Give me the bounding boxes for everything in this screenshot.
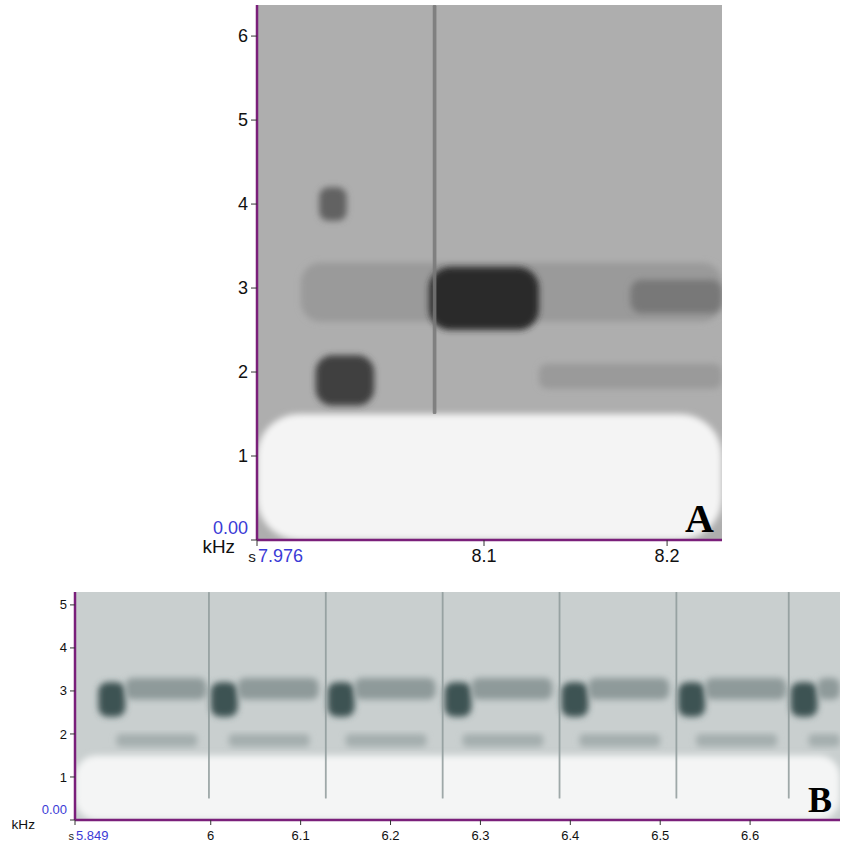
y-tick-label: 2 bbox=[238, 362, 248, 382]
energy-blob bbox=[319, 187, 346, 221]
energy-blob bbox=[316, 355, 375, 405]
y-tick-label: 5 bbox=[60, 597, 67, 612]
energy-blob bbox=[588, 678, 669, 700]
y-axis-label: kHz bbox=[202, 536, 235, 557]
y-tick-label: 4 bbox=[238, 194, 248, 214]
y-tick bbox=[251, 204, 257, 205]
spectrogram-marks bbox=[75, 592, 840, 820]
energy-blob bbox=[125, 678, 206, 700]
panel: 0.001234567.9768.18.2skHzA bbox=[202, 5, 722, 566]
panel-letter: A bbox=[685, 496, 714, 541]
plot-background bbox=[75, 592, 840, 820]
x-tick-label: 6.6 bbox=[741, 828, 759, 843]
panel: 0.00 1 2 3 4 5 5.849 6 6.1 6.2 6.3 6.4 6.5 6.6 s kHz B bbox=[12, 592, 841, 843]
y-tick-label: 4 bbox=[60, 640, 67, 655]
y-tick-label: 3 bbox=[238, 278, 248, 298]
y-tick bbox=[251, 120, 257, 121]
panel-letter: B bbox=[808, 780, 832, 820]
energy-blob bbox=[696, 734, 777, 747]
y-tick-label: 2 bbox=[60, 727, 67, 742]
y-tick bbox=[70, 647, 75, 648]
x-tick-label: 6.3 bbox=[471, 828, 489, 843]
y-tick bbox=[70, 690, 75, 691]
energy-blob bbox=[442, 592, 444, 798]
x-axis-label: s bbox=[68, 830, 74, 842]
x-tick bbox=[570, 820, 571, 825]
energy-blob bbox=[328, 682, 355, 716]
x-tick-label: 7.976 bbox=[258, 546, 303, 566]
energy-blob bbox=[791, 682, 818, 716]
x-tick-label: 5.849 bbox=[76, 828, 109, 843]
x-tick bbox=[390, 820, 391, 825]
x-tick bbox=[75, 820, 76, 825]
energy-blob bbox=[325, 592, 327, 798]
energy-blob bbox=[675, 592, 677, 798]
energy-blob bbox=[539, 364, 722, 389]
y-tick bbox=[251, 372, 257, 373]
energy-blob bbox=[257, 414, 722, 540]
energy-blob bbox=[705, 678, 786, 700]
energy-blob bbox=[208, 592, 210, 798]
x-tick-label: 6.2 bbox=[381, 828, 399, 843]
y-tick bbox=[70, 776, 75, 777]
energy-blob bbox=[579, 734, 660, 747]
energy-blob bbox=[229, 734, 310, 747]
energy-blob bbox=[471, 678, 552, 700]
x-tick-label: 6.1 bbox=[292, 828, 310, 843]
x-tick bbox=[750, 820, 751, 825]
y-tick-label: 3 bbox=[60, 683, 67, 698]
energy-blob bbox=[561, 682, 588, 716]
energy-blob bbox=[678, 682, 705, 716]
y-tick bbox=[251, 456, 257, 457]
energy-blob bbox=[75, 755, 840, 820]
energy-blob bbox=[116, 734, 197, 747]
energy-blob bbox=[98, 682, 125, 716]
y-tick-label: 5 bbox=[238, 110, 248, 130]
energy-blob bbox=[238, 678, 319, 700]
x-tick-label: 6.5 bbox=[651, 828, 669, 843]
x-tick bbox=[480, 820, 481, 825]
x-tick-label: 8.2 bbox=[655, 546, 680, 566]
x-axis-label: s bbox=[248, 548, 256, 565]
energy-blob bbox=[462, 734, 543, 747]
x-axis-line bbox=[257, 539, 722, 542]
energy-blob bbox=[429, 267, 539, 330]
energy-blob bbox=[346, 734, 427, 747]
y-tick bbox=[70, 733, 75, 734]
x-tick-label: 6.4 bbox=[561, 828, 579, 843]
plot-background bbox=[257, 5, 722, 540]
y-tick-label: 0.00 bbox=[42, 802, 67, 817]
y-tick bbox=[70, 820, 75, 821]
y-tick-label: 1 bbox=[60, 770, 67, 785]
y-tick bbox=[70, 604, 75, 605]
y-tick bbox=[251, 36, 257, 37]
y-axis-line bbox=[256, 5, 259, 540]
y-tick-label: 1 bbox=[238, 446, 248, 466]
x-tick-label: 8.1 bbox=[471, 546, 496, 566]
energy-blob bbox=[818, 678, 840, 700]
x-tick bbox=[660, 820, 661, 825]
energy-blob bbox=[809, 734, 840, 747]
x-tick bbox=[210, 820, 211, 825]
energy-blob bbox=[433, 5, 437, 414]
x-tick bbox=[300, 820, 301, 825]
energy-blob bbox=[788, 592, 790, 798]
x-axis-line bbox=[75, 819, 840, 822]
y-tick bbox=[251, 540, 257, 541]
x-tick-label: 6 bbox=[207, 828, 214, 843]
energy-blob bbox=[211, 682, 238, 716]
energy-blob bbox=[444, 682, 471, 716]
spectrogram-marks bbox=[257, 5, 722, 540]
figure: 0.001234567.9768.18.2skHzA0.00123455.849… bbox=[0, 0, 854, 863]
y-tick-label: 6 bbox=[238, 26, 248, 46]
y-tick bbox=[251, 288, 257, 289]
energy-blob bbox=[630, 280, 722, 314]
energy-blob bbox=[355, 678, 436, 700]
energy-blob bbox=[559, 592, 561, 798]
y-axis-label: kHz bbox=[12, 817, 36, 832]
y-axis-line bbox=[74, 592, 77, 820]
